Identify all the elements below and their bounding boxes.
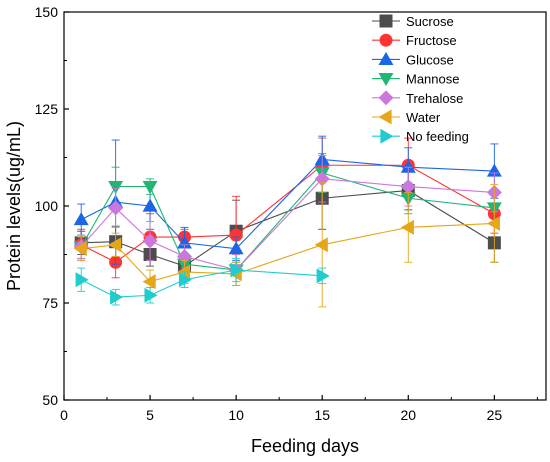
legend-item: Mannose xyxy=(372,72,459,87)
data-point xyxy=(400,159,416,173)
legend-label: Trehalose xyxy=(406,91,463,106)
series-line xyxy=(81,222,495,283)
data-point xyxy=(144,287,158,303)
legend-label: Mannose xyxy=(406,72,459,87)
x-tick-label: 15 xyxy=(314,407,330,423)
data-point xyxy=(314,237,328,253)
legend-item: Fructose xyxy=(372,33,457,48)
data-point xyxy=(142,198,158,212)
y-tick-label: 75 xyxy=(42,295,58,311)
series-group xyxy=(73,135,502,308)
x-tick-label: 5 xyxy=(146,407,154,423)
data-point xyxy=(400,219,414,235)
data-point xyxy=(75,272,89,288)
data-point xyxy=(142,233,158,249)
series-line xyxy=(80,269,323,298)
legend-marker xyxy=(378,51,394,66)
y-tick-label: 50 xyxy=(42,392,58,408)
legend: Sucrose Fructose Glucose Mannose Trehalose Wa… xyxy=(372,14,469,144)
legend-item: Water xyxy=(372,109,441,125)
legend-item: Glucose xyxy=(372,51,454,67)
legend-marker xyxy=(378,72,394,87)
data-point xyxy=(486,215,500,231)
legend-label: Water xyxy=(406,110,441,125)
series-mannose xyxy=(73,153,502,286)
data-point xyxy=(400,179,416,195)
x-tick-label: 10 xyxy=(228,407,244,423)
series-line xyxy=(80,172,495,271)
data-point xyxy=(230,262,244,278)
legend-label: Glucose xyxy=(406,52,454,67)
legend-marker xyxy=(380,128,394,144)
x-tick-label: 20 xyxy=(400,407,416,423)
y-tick-label: 125 xyxy=(35,101,59,117)
data-point xyxy=(108,200,124,216)
series-line xyxy=(81,189,495,267)
legend-label: Sucrose xyxy=(406,14,454,29)
series-line xyxy=(80,164,495,263)
series-line xyxy=(80,178,495,271)
legend-label: Fructose xyxy=(406,33,457,48)
x-axis-label: Feeding days xyxy=(251,436,359,456)
data-point xyxy=(73,212,89,226)
data-point xyxy=(229,228,243,242)
y-axis-label: Protein levels(ug/mL) xyxy=(4,121,24,291)
y-tick-label: 150 xyxy=(35,4,59,20)
data-point xyxy=(228,241,244,255)
data-point xyxy=(73,241,87,257)
data-point xyxy=(108,237,122,253)
data-point xyxy=(316,268,330,284)
axes: 0 5 10 15 20 25 50 75 100 125 150 xyxy=(35,4,547,423)
legend-marker xyxy=(378,109,392,125)
legend-marker xyxy=(378,90,394,106)
series-sucrose xyxy=(74,166,501,275)
y-tick-label: 100 xyxy=(35,198,59,214)
series-trehalose xyxy=(73,155,502,286)
x-tick-label: 0 xyxy=(60,407,68,423)
legend-label: No feeding xyxy=(406,129,469,144)
data-point xyxy=(142,180,158,195)
legend-item: No feeding xyxy=(372,128,469,144)
legend-item: Sucrose xyxy=(372,14,454,29)
series-glucose xyxy=(73,135,502,265)
data-point xyxy=(108,180,124,195)
legend-item: Trehalose xyxy=(372,90,463,106)
legend-marker xyxy=(379,14,393,28)
series-no-feeding xyxy=(75,257,330,306)
data-point xyxy=(142,274,156,290)
data-point xyxy=(178,272,192,288)
legend-marker xyxy=(379,33,393,47)
series-line xyxy=(80,158,495,250)
data-point xyxy=(110,289,124,305)
x-tick-label: 25 xyxy=(487,407,503,423)
